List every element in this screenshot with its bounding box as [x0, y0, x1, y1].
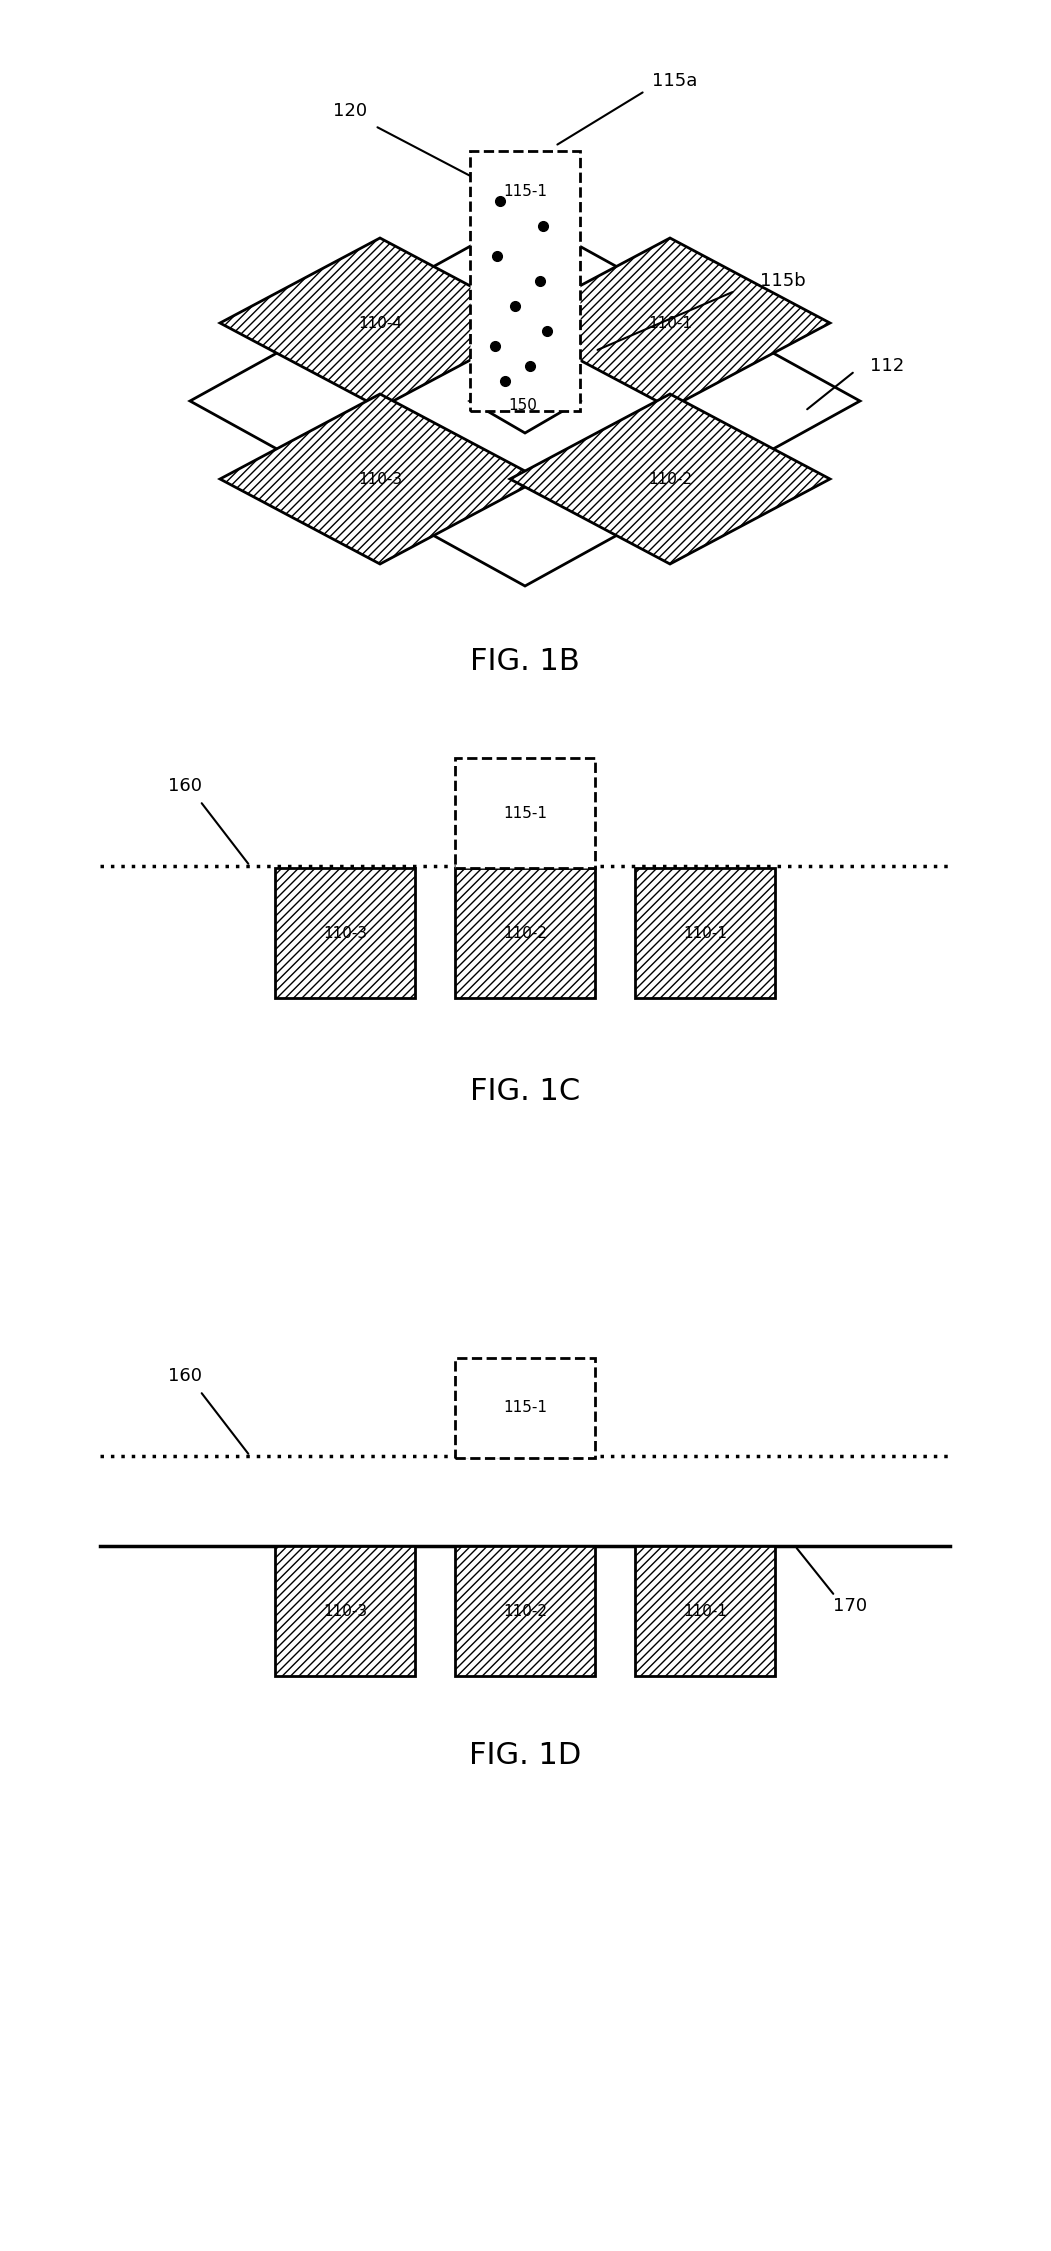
Bar	[455, 1546, 595, 1677]
Text: 115-1: 115-1	[503, 1400, 547, 1416]
Text: 120: 120	[333, 101, 367, 119]
Bar	[635, 869, 775, 997]
Text: 115-1: 115-1	[503, 185, 547, 198]
Bar	[455, 1357, 595, 1459]
Text: 112: 112	[870, 358, 904, 376]
Text: 110-2: 110-2	[503, 1603, 547, 1618]
Polygon shape	[190, 216, 860, 585]
Text: 110-2: 110-2	[648, 470, 692, 486]
Bar	[635, 1546, 775, 1677]
Polygon shape	[510, 394, 830, 565]
Bar	[455, 869, 595, 997]
Text: 160: 160	[168, 777, 202, 795]
Bar	[275, 1546, 415, 1677]
Text: 150: 150	[509, 398, 537, 414]
Polygon shape	[470, 369, 580, 432]
Text: 160: 160	[168, 1366, 202, 1384]
Bar	[275, 869, 415, 997]
Text: 110-3: 110-3	[358, 470, 403, 486]
Text: 110-1: 110-1	[683, 1603, 727, 1618]
Bar	[455, 759, 595, 869]
Text: 110-3: 110-3	[323, 1603, 367, 1618]
Polygon shape	[220, 394, 540, 565]
Polygon shape	[220, 239, 540, 407]
Text: 115a: 115a	[653, 72, 698, 90]
Polygon shape	[510, 239, 830, 407]
Text: 115b: 115b	[760, 272, 806, 290]
Text: 110-1: 110-1	[648, 315, 692, 331]
Bar	[470, 151, 580, 412]
Text: 110-4: 110-4	[358, 315, 401, 331]
Text: 110-1: 110-1	[683, 925, 727, 941]
Text: 170: 170	[833, 1596, 867, 1614]
Text: FIG. 1D: FIG. 1D	[469, 1742, 581, 1772]
Text: FIG. 1C: FIG. 1C	[470, 1076, 580, 1105]
Text: 110-3: 110-3	[323, 925, 367, 941]
Text: 115-1: 115-1	[503, 806, 547, 822]
Text: FIG. 1B: FIG. 1B	[470, 646, 580, 675]
Text: 110-2: 110-2	[503, 925, 547, 941]
